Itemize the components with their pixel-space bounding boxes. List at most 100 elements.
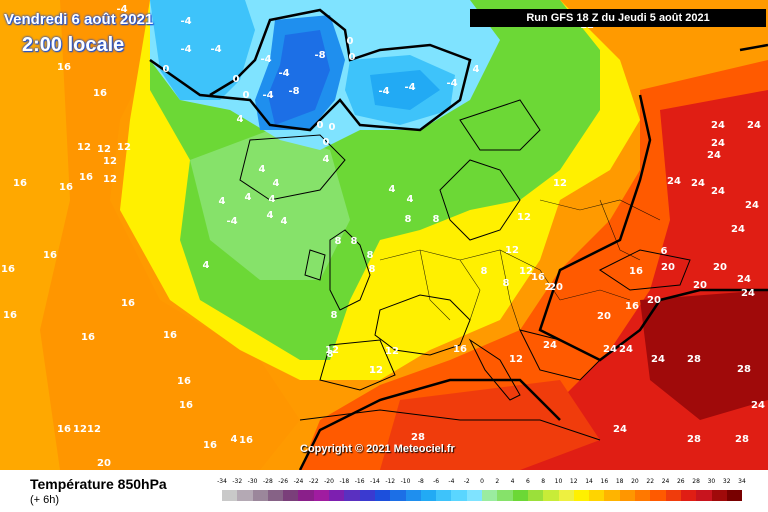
isotherm-value-label: 2: [545, 282, 552, 293]
isotherm-value-label: -4: [226, 216, 237, 227]
isotherm-value-label: 16: [43, 250, 57, 261]
scale-tick-label: 4: [510, 478, 515, 485]
scale-tick-label: 26: [676, 478, 685, 485]
isotherm-value-label: 4: [203, 260, 210, 271]
isotherm-value-label: 4: [245, 192, 252, 203]
isotherm-value-label: 0: [243, 90, 250, 101]
isotherm-value-label: -8: [314, 50, 325, 61]
isotherm-value-label: 12: [519, 266, 533, 277]
isotherm-value-label: 0: [317, 120, 324, 131]
scale-tick-label: 16: [600, 478, 609, 485]
scale-swatch: [237, 490, 253, 501]
isotherm-value-label: -4: [260, 54, 271, 65]
isotherm-value-label: 12: [385, 346, 399, 357]
isotherm-value-label: 16: [239, 435, 253, 446]
scale-tick-label: -4: [448, 478, 455, 485]
scale-tick-label: 0: [480, 478, 484, 485]
scale-tick-label: 24: [661, 478, 670, 485]
scale-tick-label: -28: [262, 478, 273, 485]
isotherm-value-label: 8: [369, 264, 376, 275]
scale-tick-label: -14: [370, 478, 380, 485]
isotherm-value-label: 28: [411, 432, 425, 443]
extreme-hot-zone: [640, 290, 768, 420]
isotherm-value-label: 24: [543, 340, 557, 351]
scale-swatch: [635, 490, 651, 501]
scale-tick-label: 6: [525, 478, 530, 485]
isotherm-value-label: 20: [647, 295, 661, 306]
isotherm-value-label: 24: [603, 344, 617, 355]
isotherm-value-label: 12: [553, 178, 567, 189]
copyright-notice: Copyright © 2021 Meteociel.fr: [300, 443, 455, 455]
isotherm-value-label: 24: [741, 288, 755, 299]
isotherm-value-label: 16: [625, 301, 639, 312]
scale-swatch: [497, 490, 513, 501]
scale-swatch: [604, 490, 620, 501]
scale-tick-label: -6: [433, 478, 440, 485]
isotherm-value-label: 28: [735, 434, 749, 445]
isotherm-value-label: 12: [103, 156, 117, 167]
isotherm-value-label: 16: [203, 440, 217, 451]
cold-core-zone: [268, 30, 330, 125]
isotherm-value-label: 4: [231, 434, 238, 445]
isotherm-value-label: 16: [453, 344, 467, 355]
isotherm-value-label: 0: [349, 52, 356, 63]
isotherm-value-label: 24: [667, 176, 681, 187]
scale-tick-label: 18: [615, 478, 624, 485]
isotherm-value-label: 8: [503, 278, 510, 289]
scale-swatch: [619, 490, 636, 501]
isotherm-value-label: 16: [57, 424, 71, 435]
forecast-date: Vendredi 6 août 2021: [4, 11, 154, 28]
forecast-offset: (+ 6h): [30, 494, 60, 506]
isotherm-value-label: 16: [121, 298, 135, 309]
scale-swatch: [298, 490, 314, 501]
local-time: 2:00 locale: [22, 34, 125, 56]
isotherm-value-label: 20: [713, 262, 727, 273]
isotherm-value-label: 12: [103, 174, 117, 185]
scale-tick-label: 12: [569, 478, 578, 485]
scale-tick-label: 2: [495, 478, 500, 485]
isotherm-value-label: 16: [3, 310, 17, 321]
scale-swatch: [267, 490, 284, 501]
isotherm-value-label: 24: [707, 150, 721, 161]
isotherm-value-label: 28: [687, 354, 701, 365]
scale-tick-label: 28: [692, 478, 700, 485]
isotherm-value-label: -8: [288, 86, 299, 97]
isotherm-value-label: -4: [378, 86, 389, 97]
color-scale: -34 -32 -30 -28 -26 -24 -22 -20 -18 -16 -14 -12 -10-…: [217, 478, 746, 504]
isotherm-value-label: 8: [327, 349, 334, 360]
isotherm-value-label: 8: [335, 236, 342, 247]
scale-swatch: [359, 490, 375, 501]
isotherm-value-label: 16: [163, 330, 177, 341]
scale-tick-label: -20: [324, 478, 334, 485]
scale-tick-label: -2: [463, 478, 470, 485]
isotherm-lines: [149, 8, 768, 470]
scale-swatch: [329, 490, 345, 501]
scale-swatch: [543, 490, 559, 501]
isotherm-value-label: 8: [331, 310, 338, 321]
isotherm-value-label: -4: [180, 44, 191, 55]
isotherm-value-label: 4: [281, 216, 288, 227]
scale-tick-label: -32: [232, 478, 243, 485]
isotherm-value-label: 12: [369, 365, 383, 376]
isotherm-value-label: 12: [505, 245, 519, 256]
scale-swatch: [726, 490, 743, 501]
isotherm-value-label: 16: [57, 62, 71, 73]
isotherm-value-label: 24: [747, 120, 761, 131]
isotherm-value-label: 4: [389, 184, 396, 195]
isotherm-value-label: 4: [267, 210, 274, 221]
isotherm-value-label: 16: [531, 272, 545, 283]
isotherm-value-label: -4: [262, 90, 273, 101]
temperature-map: -4 -4 -4 -4 0 0 4 0 -4 -8 -4 -8 -4 0 0 0 -4 -4 -4 4 4 4 0 4 0 4 4 4…: [0, 0, 768, 470]
scale-swatch: [390, 490, 406, 501]
scale-tick-label: -8: [417, 478, 424, 485]
isotherm-value-label: -4: [210, 44, 221, 55]
isotherm-value-label: 4: [259, 164, 266, 175]
isotherm-value-label: 4: [323, 154, 330, 165]
scale-tick-label: -22: [308, 478, 319, 485]
scale-swatch: [558, 490, 574, 501]
scale-labels: -34 -32 -30 -28 -26 -24 -22 -20 -18 -16 -14 -12 -10-…: [217, 478, 746, 489]
isotherm-value-label: -4: [278, 68, 289, 79]
isotherm-value-label: 8: [405, 214, 412, 225]
scale-tick-label: -34: [217, 478, 227, 485]
